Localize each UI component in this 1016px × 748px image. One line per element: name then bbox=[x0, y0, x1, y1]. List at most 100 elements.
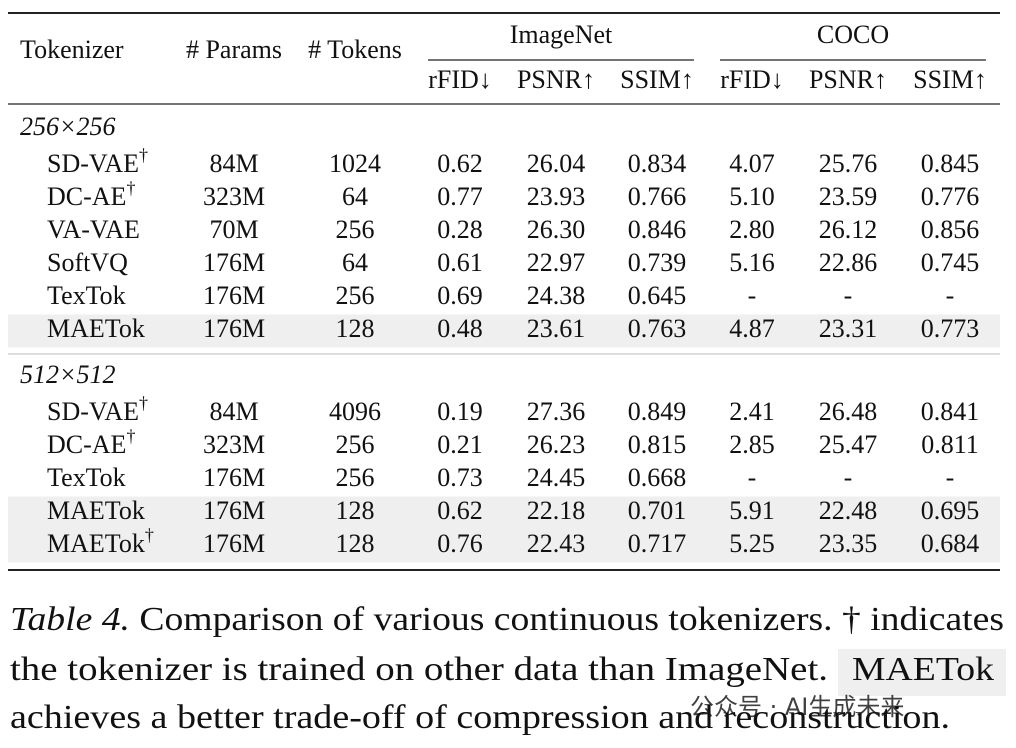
caption-label: Table 4. bbox=[10, 601, 130, 638]
value: 22.43 bbox=[527, 529, 586, 558]
caption-highlight-text: MAETok bbox=[852, 651, 994, 688]
value: 0.776 bbox=[921, 182, 980, 211]
value: - bbox=[748, 281, 757, 310]
column-header: Tokenizer bbox=[20, 35, 124, 64]
value: 0.76 bbox=[437, 529, 483, 558]
value: 0.695 bbox=[921, 496, 980, 525]
value: 2.80 bbox=[729, 215, 775, 244]
params: 176M bbox=[203, 314, 265, 343]
metric-header: rFID↓ bbox=[428, 65, 492, 94]
metric-header: SSIM↑ bbox=[913, 65, 987, 94]
params: 84M bbox=[209, 397, 258, 426]
tokens: 128 bbox=[336, 314, 375, 343]
row-name: SD-VAE† bbox=[47, 393, 148, 426]
value: 24.45 bbox=[527, 463, 586, 492]
value: 2.41 bbox=[729, 397, 775, 426]
value: 4.87 bbox=[729, 314, 775, 343]
name: TexTok bbox=[47, 281, 126, 310]
row-name: MAETok† bbox=[47, 525, 154, 558]
value: 0.849 bbox=[628, 397, 687, 426]
value: 0.717 bbox=[628, 529, 687, 558]
value: 0.48 bbox=[437, 314, 483, 343]
row-name: SD-VAE† bbox=[47, 145, 148, 178]
value: - bbox=[844, 463, 853, 492]
value: 5.16 bbox=[729, 248, 775, 277]
name: SD-VAE bbox=[47, 149, 139, 178]
value: 23.61 bbox=[527, 314, 586, 343]
dagger: † bbox=[126, 426, 135, 446]
value: 23.93 bbox=[527, 182, 586, 211]
row-name: DC-AE† bbox=[47, 178, 135, 211]
tokens: 256 bbox=[336, 215, 375, 244]
value: 0.841 bbox=[921, 397, 980, 426]
dagger: † bbox=[145, 525, 154, 545]
metric-header: PSNR↑ bbox=[517, 65, 595, 94]
value: 0.745 bbox=[921, 248, 980, 277]
value: 23.35 bbox=[819, 529, 878, 558]
value: - bbox=[844, 281, 853, 310]
params: 70M bbox=[209, 215, 258, 244]
value: 0.856 bbox=[921, 215, 980, 244]
value: 4.07 bbox=[729, 149, 775, 178]
value: 0.28 bbox=[437, 215, 483, 244]
tokens: 64 bbox=[342, 248, 368, 277]
tokens: 128 bbox=[336, 496, 375, 525]
row-name: SoftVQ bbox=[47, 248, 128, 277]
row-name: TexTok bbox=[47, 281, 126, 310]
section-title: 512×512 bbox=[20, 360, 116, 389]
value: 0.763 bbox=[628, 314, 687, 343]
value: 25.47 bbox=[819, 430, 878, 459]
row-name: VA-VAE bbox=[47, 215, 140, 244]
name: MAETok bbox=[47, 314, 145, 343]
params: 176M bbox=[203, 496, 265, 525]
value: 23.59 bbox=[819, 182, 878, 211]
group-header: COCO bbox=[817, 20, 889, 49]
tokens: 256 bbox=[336, 430, 375, 459]
value: 0.811 bbox=[921, 430, 979, 459]
row-name: DC-AE† bbox=[47, 426, 135, 459]
value: 0.845 bbox=[921, 149, 980, 178]
dagger: † bbox=[126, 178, 135, 198]
value: 0.77 bbox=[437, 182, 483, 211]
value: 26.04 bbox=[527, 149, 586, 178]
value: 22.97 bbox=[527, 248, 586, 277]
value: 26.30 bbox=[527, 215, 586, 244]
tokens: 4096 bbox=[329, 397, 381, 426]
value: 27.36 bbox=[527, 397, 586, 426]
value: - bbox=[946, 463, 955, 492]
name: DC-AE bbox=[47, 430, 126, 459]
caption-line: achieves a better trade-off of compressi… bbox=[10, 699, 950, 736]
caption-line: the tokenizer is trained on other data t… bbox=[10, 651, 828, 688]
caption-line: Table 4. Comparison of various continuou… bbox=[10, 601, 1004, 638]
caption-highlight bbox=[838, 649, 1006, 696]
value: 0.21 bbox=[437, 430, 483, 459]
value: 0.668 bbox=[628, 463, 687, 492]
dagger: † bbox=[139, 393, 148, 413]
metric-header: SSIM↑ bbox=[620, 65, 694, 94]
tokens: 1024 bbox=[329, 149, 381, 178]
params: 323M bbox=[203, 182, 265, 211]
value: 0.701 bbox=[628, 496, 687, 525]
watermark: 公众号 · AI生成未来 bbox=[690, 693, 904, 721]
column-header: # Params bbox=[186, 35, 282, 64]
value: 5.10 bbox=[729, 182, 775, 211]
params: 323M bbox=[203, 430, 265, 459]
section-title: 256×256 bbox=[20, 112, 116, 141]
row-name: TexTok bbox=[47, 463, 126, 492]
name: SoftVQ bbox=[47, 248, 128, 277]
params: 176M bbox=[203, 463, 265, 492]
value: 26.48 bbox=[819, 397, 878, 426]
value: 23.31 bbox=[819, 314, 878, 343]
value: 26.23 bbox=[527, 430, 586, 459]
value: 5.91 bbox=[729, 496, 775, 525]
params: 176M bbox=[203, 248, 265, 277]
tokens: 128 bbox=[336, 529, 375, 558]
value: 0.19 bbox=[437, 397, 483, 426]
value: 0.645 bbox=[628, 281, 687, 310]
tokens: 64 bbox=[342, 182, 368, 211]
value: - bbox=[946, 281, 955, 310]
value: 25.76 bbox=[819, 149, 878, 178]
row-highlight bbox=[8, 529, 1000, 563]
value: 26.12 bbox=[819, 215, 878, 244]
